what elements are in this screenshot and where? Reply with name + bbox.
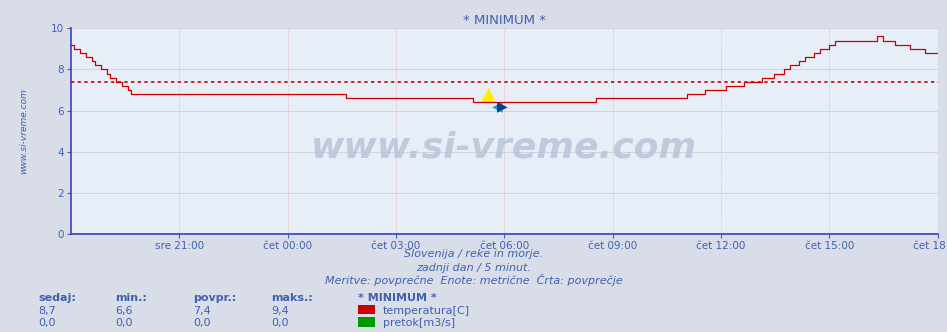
Text: sedaj:: sedaj: bbox=[38, 293, 76, 303]
Text: maks.:: maks.: bbox=[271, 293, 313, 303]
Text: 8,7: 8,7 bbox=[38, 306, 56, 316]
Text: ▲: ▲ bbox=[481, 85, 496, 104]
Text: min.:: min.: bbox=[116, 293, 148, 303]
Text: www.si-vreme.com: www.si-vreme.com bbox=[19, 88, 27, 174]
Text: temperatura[C]: temperatura[C] bbox=[383, 306, 470, 316]
Text: ◀: ◀ bbox=[492, 100, 503, 114]
Text: povpr.:: povpr.: bbox=[193, 293, 237, 303]
Text: Meritve: povprečne  Enote: metrične  Črta: povprečje: Meritve: povprečne Enote: metrične Črta:… bbox=[325, 274, 622, 286]
Text: 0,0: 0,0 bbox=[116, 318, 133, 328]
Text: Slovenija / reke in morje.: Slovenija / reke in morje. bbox=[404, 249, 543, 259]
Text: 0,0: 0,0 bbox=[38, 318, 55, 328]
Text: zadnji dan / 5 minut.: zadnji dan / 5 minut. bbox=[416, 263, 531, 273]
Text: 9,4: 9,4 bbox=[271, 306, 289, 316]
Text: 7,4: 7,4 bbox=[193, 306, 211, 316]
Text: 6,6: 6,6 bbox=[116, 306, 133, 316]
Text: pretok[m3/s]: pretok[m3/s] bbox=[383, 318, 455, 328]
Text: 0,0: 0,0 bbox=[193, 318, 210, 328]
Text: 0,0: 0,0 bbox=[271, 318, 288, 328]
Text: ▶: ▶ bbox=[497, 100, 508, 114]
Text: www.si-vreme.com: www.si-vreme.com bbox=[312, 130, 697, 165]
Title: * MINIMUM *: * MINIMUM * bbox=[463, 14, 545, 27]
Text: * MINIMUM *: * MINIMUM * bbox=[358, 293, 437, 303]
